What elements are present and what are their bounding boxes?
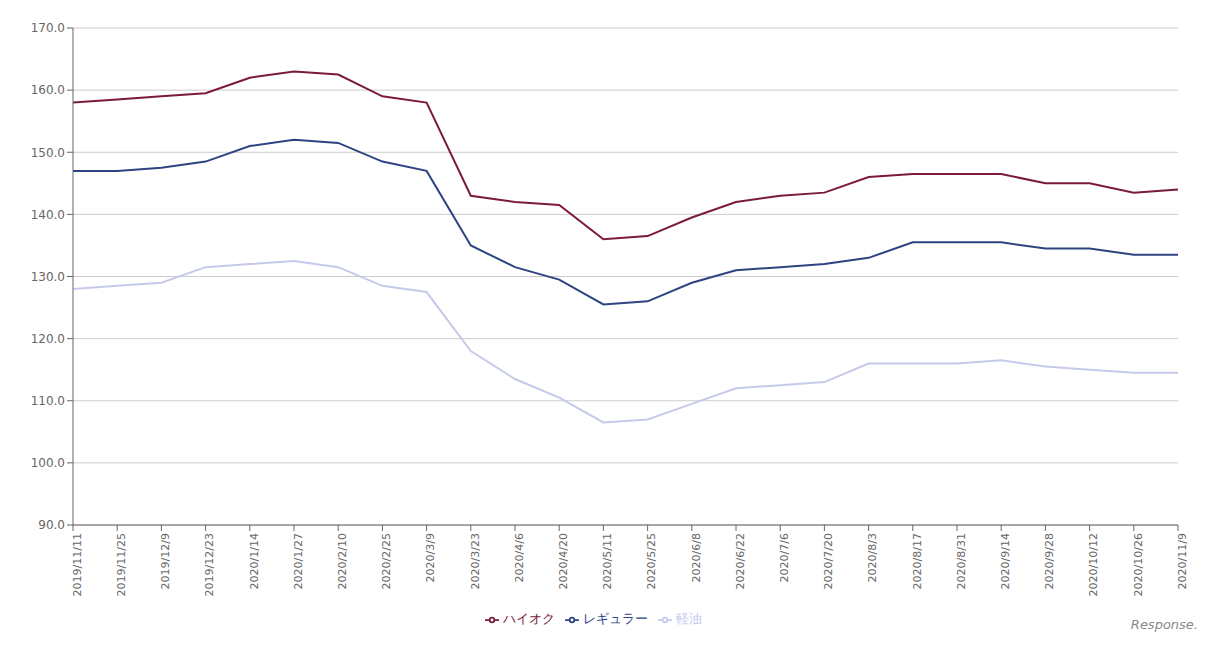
svg-text:90.0: 90.0 <box>38 518 65 532</box>
svg-text:2020/6/22: 2020/6/22 <box>734 533 747 589</box>
svg-text:150.0: 150.0 <box>31 146 65 160</box>
svg-text:2020/11/9: 2020/11/9 <box>1176 533 1189 589</box>
svg-text:160.0: 160.0 <box>31 83 65 97</box>
svg-text:2020/4/6: 2020/4/6 <box>513 533 526 582</box>
svg-text:110.0: 110.0 <box>31 394 65 408</box>
svg-text:100.0: 100.0 <box>31 456 65 470</box>
svg-text:2020/7/6: 2020/7/6 <box>778 533 791 582</box>
svg-text:2019/11/25: 2019/11/25 <box>115 533 128 596</box>
svg-text:170.0: 170.0 <box>31 21 65 35</box>
svg-text:2020/3/23: 2020/3/23 <box>469 533 482 589</box>
html-text:ハイオク: ハイオク <box>502 611 555 626</box>
svg-text:2020/8/17: 2020/8/17 <box>911 533 924 589</box>
html-text:レギュラー: レギュラー <box>582 611 648 626</box>
svg-text:120.0: 120.0 <box>31 332 65 346</box>
svg-text:2020/8/31: 2020/8/31 <box>955 533 968 589</box>
svg-text:2020/1/27: 2020/1/27 <box>292 533 305 589</box>
svg-text:2020/1/14: 2020/1/14 <box>248 533 261 589</box>
svg-text:2020/9/14: 2020/9/14 <box>999 533 1012 589</box>
svg-text:2020/9/28: 2020/9/28 <box>1043 533 1056 589</box>
svg-text:2020/4/20: 2020/4/20 <box>557 533 570 589</box>
svg-text:2020/2/10: 2020/2/10 <box>336 533 349 589</box>
svg-text:2020/8/3: 2020/8/3 <box>866 533 879 582</box>
svg-text:2020/6/8: 2020/6/8 <box>690 533 703 582</box>
svg-text:2020/3/9: 2020/3/9 <box>424 533 437 582</box>
html-text:Response.: Response. <box>1130 617 1198 632</box>
svg-text:130.0: 130.0 <box>31 270 65 284</box>
html-text:軽油: 軽油 <box>675 611 702 626</box>
svg-text:2019/12/23: 2019/12/23 <box>203 533 216 596</box>
svg-text:2020/5/11: 2020/5/11 <box>601 533 614 589</box>
svg-text:2020/7/20: 2020/7/20 <box>822 533 835 589</box>
svg-text:2020/10/26: 2020/10/26 <box>1132 533 1145 596</box>
svg-text:2020/10/12: 2020/10/12 <box>1087 533 1100 596</box>
svg-text:140.0: 140.0 <box>31 208 65 222</box>
svg-text:2020/2/25: 2020/2/25 <box>380 533 393 589</box>
svg-text:2020/5/25: 2020/5/25 <box>645 533 658 589</box>
svg-text:2019/11/11: 2019/11/11 <box>71 533 84 596</box>
svg-text:2019/12/9: 2019/12/9 <box>159 533 172 589</box>
